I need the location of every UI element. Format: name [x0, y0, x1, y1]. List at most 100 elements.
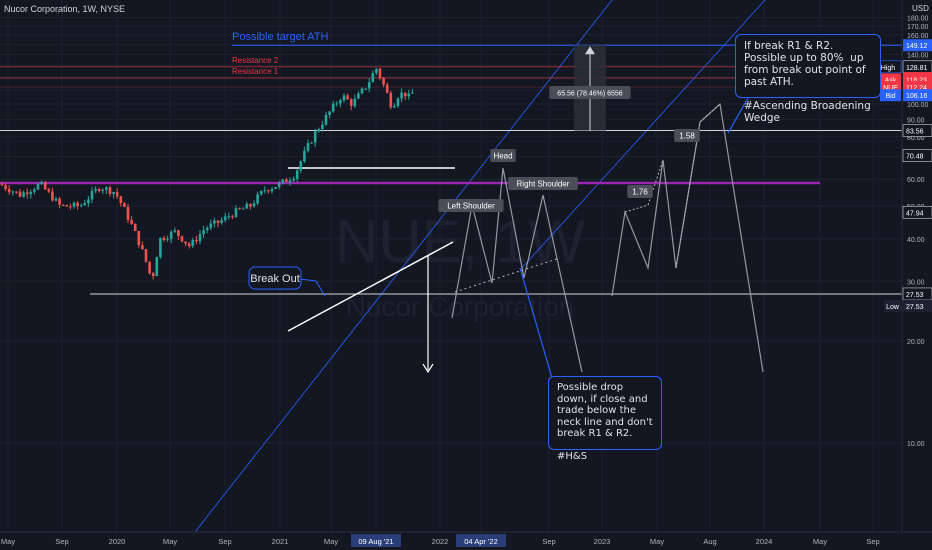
candle-body [231, 216, 234, 218]
candle-body [54, 198, 58, 201]
candle-body [270, 188, 274, 192]
candle-body [162, 237, 166, 240]
breakout-box [248, 266, 302, 290]
right-shoulder-label-bg [508, 177, 578, 190]
measure-arrow-head [585, 46, 595, 55]
candle-body [155, 257, 159, 277]
price-tick-label: 40.00 [907, 237, 925, 244]
candle-body [65, 204, 69, 207]
candles [0, 67, 414, 280]
low-tag: Low [886, 304, 900, 311]
target-pointer [727, 97, 749, 134]
time-tick-label: 2021 [272, 537, 289, 546]
time-tick-label: 2024 [756, 537, 773, 546]
price-label-bg [902, 205, 932, 219]
candle-body [177, 230, 180, 237]
candle-body [295, 170, 299, 179]
candle-body [97, 189, 101, 192]
candle-body [299, 161, 303, 171]
candle-body [166, 238, 169, 240]
neckline [287, 241, 454, 332]
candle-body [306, 143, 310, 151]
candle-body [378, 68, 382, 78]
candle-body [313, 131, 317, 143]
candle-body [123, 203, 126, 207]
level-label: Resistance 1 [232, 67, 279, 76]
candle-body [11, 191, 15, 193]
candle-body [87, 199, 90, 204]
right-shoulder-label: Right Shoulder [517, 180, 570, 189]
candle-body [191, 239, 195, 247]
time-tick-label: Sep [866, 537, 879, 546]
candle-body [385, 84, 389, 93]
neckline-dotted [454, 257, 561, 293]
candle-body [227, 216, 231, 218]
candle-body [76, 202, 79, 207]
time-tick-label: 2022 [432, 537, 449, 546]
candle-body [357, 93, 360, 99]
candle-body [310, 142, 313, 144]
fib-dotted-2 [675, 103, 721, 269]
candle-body [202, 230, 205, 235]
candle-body [213, 220, 216, 224]
time-highlight-bg [456, 534, 506, 547]
price-label-bg [903, 89, 932, 102]
breakout-pointer [299, 278, 326, 297]
chart-title: Nucor Corporation, 1W, NYSE [4, 4, 125, 14]
candle-body [367, 82, 371, 89]
watermark-ticker: NUE, 1W [335, 208, 585, 275]
time-tick-label: May [813, 537, 827, 546]
candle-body [43, 182, 47, 190]
measure-label: 65.56 (78.46%) 6556 [557, 91, 622, 98]
price-label-bg [903, 39, 932, 52]
candle-body [234, 208, 238, 218]
candle-body [396, 98, 400, 106]
candle-body [22, 192, 25, 197]
price-tick-label: 90.00 [907, 118, 925, 125]
candle-body [375, 68, 378, 73]
head-label-bg [490, 149, 516, 162]
price-tick-label: 170.00 [907, 24, 929, 31]
price-tick-label: 100.00 [907, 102, 929, 109]
currency-label: USD [912, 4, 929, 13]
candle-body [371, 72, 375, 83]
price-tick-label: 10.00 [907, 441, 925, 448]
time-axis[interactable]: May Sep 2020 May Sep 2021 May 09 Aug '21 2022 04 … [0, 531, 932, 550]
candle-body [137, 230, 141, 246]
candle-body [15, 191, 18, 193]
time-tick-label: Sep [542, 537, 555, 546]
candle-body [303, 150, 306, 162]
breakout-label: Break Out [250, 273, 300, 285]
candle-body [108, 187, 112, 194]
time-tick-label: Sep [55, 537, 68, 546]
time-tick-label: 2023 [594, 537, 611, 546]
candle-body [252, 203, 256, 207]
candle-body [112, 191, 115, 194]
grid-lines [0, 0, 902, 532]
candle-body [94, 189, 97, 191]
time-tick-label: May [324, 537, 338, 546]
candle-body [216, 220, 220, 223]
candle-body [151, 273, 155, 277]
candle-body [33, 189, 36, 192]
price-label: 83.56 [906, 128, 924, 135]
candle-body [148, 261, 151, 274]
candle-body [7, 189, 11, 193]
candle-body [223, 216, 227, 221]
candle-body [249, 204, 252, 207]
price-axis[interactable]: 180.00170.00160.00150.00140.00130.00120.… [874, 0, 932, 550]
price-label: 149.12 [906, 43, 928, 50]
candle-body [245, 204, 249, 209]
candle-body [238, 208, 241, 210]
time-tick-label: 2020 [109, 537, 126, 546]
candle-body [393, 105, 396, 108]
candle-body [292, 178, 295, 181]
price-tag-bg [880, 89, 901, 102]
candle-body [285, 179, 288, 183]
candle-body [288, 180, 292, 183]
drop-arrow-head [422, 363, 434, 374]
candle-body [346, 95, 349, 100]
candle-body [321, 124, 324, 130]
time-tick-label: Sep [218, 537, 231, 546]
fib-label-1: 1.76 [632, 188, 648, 197]
